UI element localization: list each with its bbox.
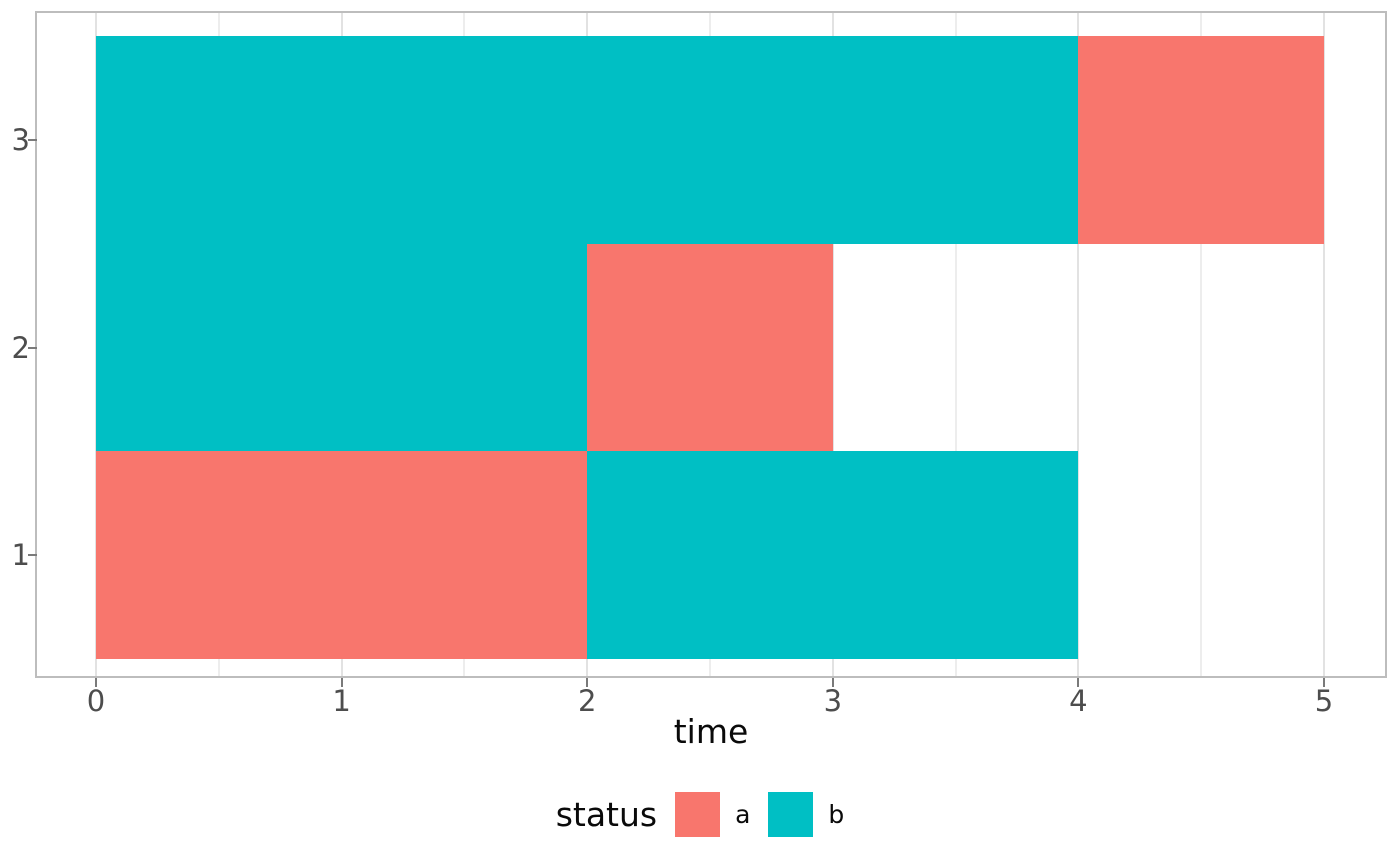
x-tick-label: 1 [332,684,351,718]
legend-item-a: a [675,791,751,837]
x-tick [586,678,589,687]
plot-panel [35,11,1387,678]
x-tick [831,678,834,687]
bar-segment-a-row3 [1078,36,1324,244]
x-tick [1077,678,1080,687]
x-tick-label: 0 [86,684,106,718]
legend-title: status [555,794,658,834]
gridline-minor-vertical [954,13,957,676]
x-tick-label: 3 [823,684,843,718]
x-tick-label: 4 [1069,684,1088,718]
x-tick-label: 2 [577,684,597,718]
bar-segment-b-row3 [96,36,1079,244]
gridline-major-vertical [831,13,834,676]
legend-item-b: b [768,791,845,837]
gridline-major-vertical [1077,13,1080,676]
bar-segment-b-row2 [96,243,588,452]
gridline-major-vertical [1323,13,1325,676]
x-tick [340,678,343,687]
bar-segment-b-row1 [587,451,1079,659]
bar-segment-a-row1 [96,451,588,659]
y-tick-label: 1 [11,538,30,572]
bar-segment-a-row2 [587,243,833,452]
legend-label-a: a [735,799,751,829]
y-tick [28,554,37,556]
x-axis-title: time [673,712,749,751]
legend-swatch-a [675,791,721,837]
gridline-minor-vertical [1200,13,1203,676]
y-tick [28,346,37,349]
legend: status a b [0,789,1400,839]
legend-swatch-b [768,791,814,837]
legend-label-b: b [828,799,845,829]
y-tick-label: 2 [11,330,30,365]
x-tick [95,678,97,687]
y-tick [28,139,37,141]
x-tick [1323,678,1325,687]
x-tick-label: 5 [1314,684,1334,718]
y-tick-label: 3 [11,123,30,157]
